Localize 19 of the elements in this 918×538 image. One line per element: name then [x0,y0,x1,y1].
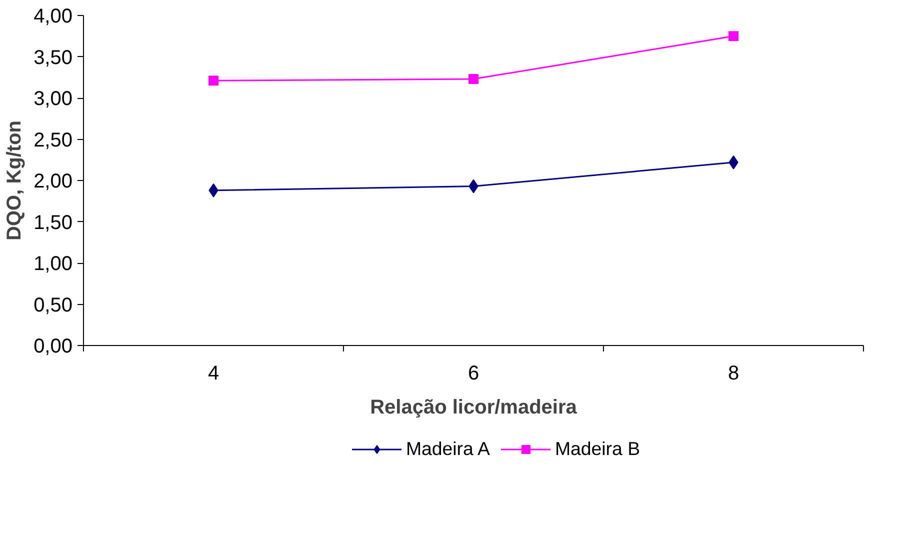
y-tick-label: 1,50 [34,212,73,234]
x-tick-label: 8 [728,362,740,384]
y-tick-label: 2,50 [34,129,73,152]
y-axis-title: DQO, Kg/ton [4,120,26,240]
y-tick-label: 1,00 [34,253,73,275]
point [728,31,738,42]
point [468,74,478,84]
point [208,76,218,86]
y-tick-label: 3,00 [34,88,73,110]
y-tick-label: 4,00 [34,6,73,28]
y-tick-label: 2,00 [34,170,73,192]
legend-label: Madeira B [554,438,640,460]
x-tick-label: 6 [468,362,480,384]
y-tick-label: 3,50 [34,46,73,69]
y-tick-label: 0,50 [34,294,73,316]
x-axis-title: Relação licor/madeira [370,396,578,418]
legend-label: Madeira A [406,438,490,460]
y-tick-label: 0,00 [34,336,73,358]
x-tick-label: 4 [208,362,220,384]
